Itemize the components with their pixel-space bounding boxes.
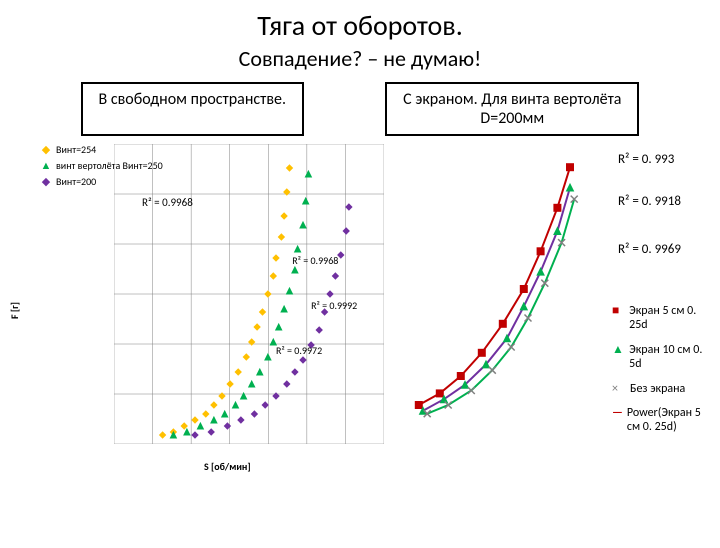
right-chart-svg (402, 144, 612, 434)
legend-item-trendline: —Power(Экран 5 см 0. 25d) (612, 406, 712, 435)
header-boxes: В свободном пространстве. С экраном. Для… (0, 82, 720, 136)
right-plot-area (402, 144, 612, 434)
svg-text:R² = 0.9992: R² = 0.9992 (311, 299, 357, 312)
r2-label: R² = 0. 993 (618, 152, 674, 167)
box-right: С экраном. Для винта вертолёта D=200мм (385, 82, 639, 136)
legend-item: ▲Экран 10 см 0. 5d (612, 343, 712, 372)
svg-text:R² = 0.9972: R² = 0.9972 (276, 344, 322, 357)
left-plot-area: R² = 0.9968 R² = 0.9992 R² = 0.9972 (114, 144, 384, 444)
y-axis-label: F [г] (8, 302, 21, 319)
left-chart-svg: R² = 0.9968 R² = 0.9992 R² = 0.9972 (114, 144, 384, 444)
r2-label: R² = 0. 9918 (618, 194, 681, 209)
page-title: Тяга от оборотов. (0, 8, 720, 43)
box-right-line1: С экраном. Для винта вертолёта (403, 90, 621, 109)
legend-item: ■Экран 5 см 0. 25d (612, 304, 712, 333)
r2-label: R² = 0. 9969 (618, 242, 681, 257)
x-axis-label-left: S [об/мин] (204, 460, 251, 473)
box-right-line2: D=200мм (480, 109, 544, 128)
box-left: В свободном пространстве. (81, 82, 304, 136)
right-legend: ■Экран 5 см 0. 25d ▲Экран 10 см 0. 5d ×Без… (612, 304, 712, 445)
page-subtitle: Совпадение? – не думаю! (0, 45, 720, 72)
r2-inline-label: R² = 0.9968 (142, 196, 193, 209)
svg-text:R² = 0.9968: R² = 0.9968 (292, 254, 338, 267)
legend-item: ×Без экрана (612, 382, 712, 396)
